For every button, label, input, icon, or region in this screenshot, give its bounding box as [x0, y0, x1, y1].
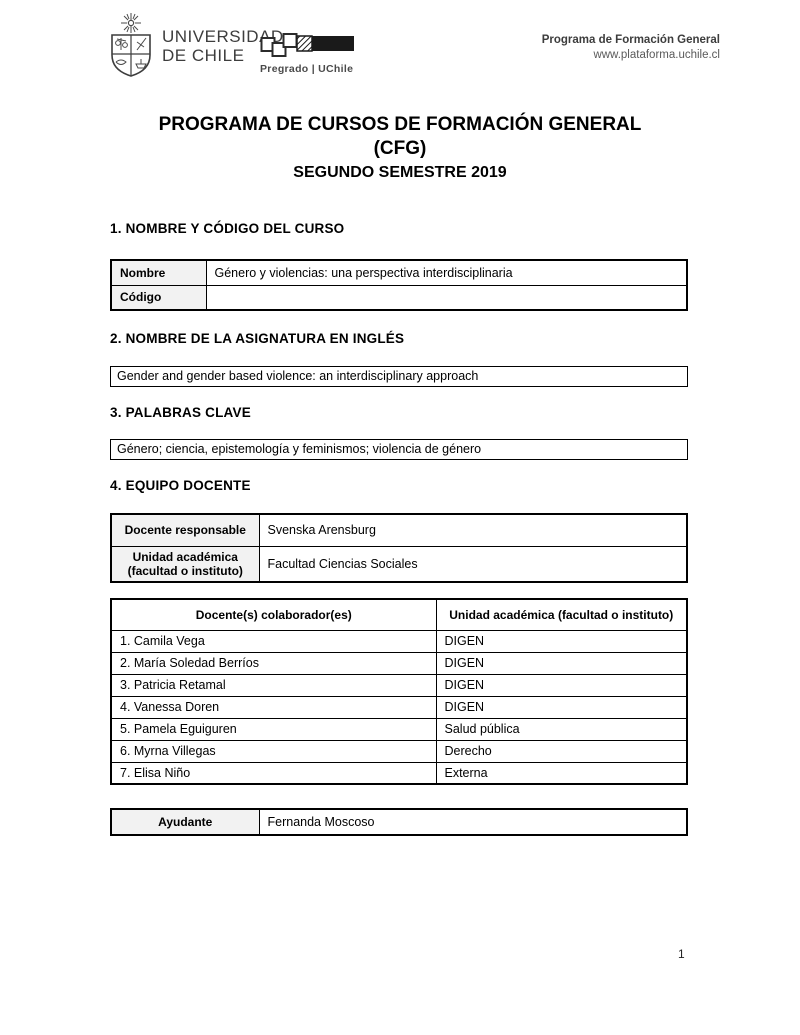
table-row: 4. Vanessa Doren DIGEN: [110, 695, 688, 719]
collaborator-name: 6. Myrna Villegas: [110, 739, 437, 763]
collaborators-col1-header: Docente(s) colaborador(es): [110, 598, 437, 631]
platform-url: www.plataforma.uchile.cl: [593, 49, 720, 61]
collaborator-name: 7. Elisa Niño: [110, 761, 437, 785]
academic-unit-value: Facultad Ciencias Sociales: [258, 545, 688, 582]
collaborator-name: 3. Patricia Retamal: [110, 673, 437, 697]
code-label: Código: [110, 284, 207, 311]
section3-heading: 3. PALABRAS CLAVE: [110, 405, 251, 420]
name-value: Género y violencias: una perspectiva int…: [205, 259, 688, 286]
collaborator-unit: Externa: [435, 761, 688, 785]
document-title: PROGRAMA DE CURSOS DE FORMACIÓN GENERAL …: [0, 113, 800, 185]
table-row: 1. Camila Vega DIGEN: [110, 629, 688, 653]
assistant-table: Ayudante Fernanda Moscoso: [110, 808, 688, 836]
section2-heading: 2. NOMBRE DE LA ASIGNATURA EN INGLÉS: [110, 331, 405, 346]
table-row: Nombre Género y violencias: una perspect…: [110, 259, 688, 286]
pregrado-logo-label: Pregrado | UChile: [260, 63, 354, 75]
uchile-logo-line1: UNIVERSIDAD: [162, 27, 284, 46]
table-row: Ayudante Fernanda Moscoso: [110, 808, 688, 836]
keywords-box: Género; ciencia, epistemología y feminis…: [110, 439, 688, 460]
name-label: Nombre: [110, 259, 207, 286]
collaborator-unit: DIGEN: [435, 673, 688, 697]
uchile-logo-text: UNIVERSIDAD DE CHILE: [162, 26, 284, 64]
table-row: Código: [110, 284, 688, 311]
page-header: UNIVERSIDAD DE CHILE: [108, 12, 720, 84]
table-row: Unidad académica (facultad o instituto) …: [110, 545, 688, 582]
section4-heading: 4. EQUIPO DOCENTE: [110, 478, 251, 493]
responsible-label: Docente responsable: [110, 513, 260, 547]
code-value: [205, 284, 688, 311]
table-row: 7. Elisa Niño Externa: [110, 761, 688, 785]
title-line3: SEGUNDO SEMESTRE 2019: [293, 164, 507, 181]
collaborator-unit: DIGEN: [435, 695, 688, 719]
collaborators-col2-header: Unidad académica (facultad o instituto): [435, 598, 688, 631]
table-row: 2. María Soledad Berríos DIGEN: [110, 651, 688, 675]
collaborator-name: 1. Camila Vega: [110, 629, 437, 653]
uchile-shield-icon: [108, 12, 154, 78]
assistant-label: Ayudante: [110, 808, 260, 836]
pregrado-logo: Pregrado | UChile: [260, 30, 355, 75]
collaborator-unit: DIGEN: [435, 629, 688, 653]
collaborator-name: 2. María Soledad Berríos: [110, 651, 437, 675]
program-name: Programa de Formación General: [541, 34, 720, 46]
collaborator-name: 4. Vanessa Doren: [110, 695, 437, 719]
title-line1: PROGRAMA DE CURSOS DE FORMACIÓN GENERAL: [158, 114, 642, 135]
collaborator-unit: DIGEN: [435, 651, 688, 675]
page-number: 1: [678, 947, 685, 961]
header-right-text: Programa de Formación General www.plataf…: [542, 34, 720, 61]
course-name-table: Nombre Género y violencias: una perspect…: [110, 259, 688, 311]
collaborators-table: Docente(s) colaborador(es) Unidad académ…: [110, 598, 688, 785]
pregrado-squares-icon: [260, 30, 355, 60]
table-row: 6. Myrna Villegas Derecho: [110, 739, 688, 763]
section1-heading: 1. NOMBRE Y CÓDIGO DEL CURSO: [110, 221, 345, 236]
uchile-logo: UNIVERSIDAD DE CHILE: [108, 12, 284, 78]
uchile-logo-line2: DE CHILE: [162, 46, 245, 65]
academic-unit-label: Unidad académica (facultad o instituto): [110, 545, 260, 582]
table-row: 5. Pamela Eguiguren Salud pública: [110, 717, 688, 741]
collaborator-unit: Salud pública: [435, 717, 688, 741]
table-header-row: Docente(s) colaborador(es) Unidad académ…: [110, 598, 688, 631]
title-line2: (CFG): [373, 138, 427, 159]
assistant-value: Fernanda Moscoso: [258, 808, 688, 836]
table-row: Docente responsable Svenska Arensburg: [110, 513, 688, 547]
responsible-teacher-table: Docente responsable Svenska Arensburg Un…: [110, 513, 688, 583]
collaborator-name: 5. Pamela Eguiguren: [110, 717, 437, 741]
responsible-value: Svenska Arensburg: [258, 513, 688, 547]
table-row: 3. Patricia Retamal DIGEN: [110, 673, 688, 697]
english-name-box: Gender and gender based violence: an int…: [110, 366, 688, 387]
collaborator-unit: Derecho: [435, 739, 688, 763]
